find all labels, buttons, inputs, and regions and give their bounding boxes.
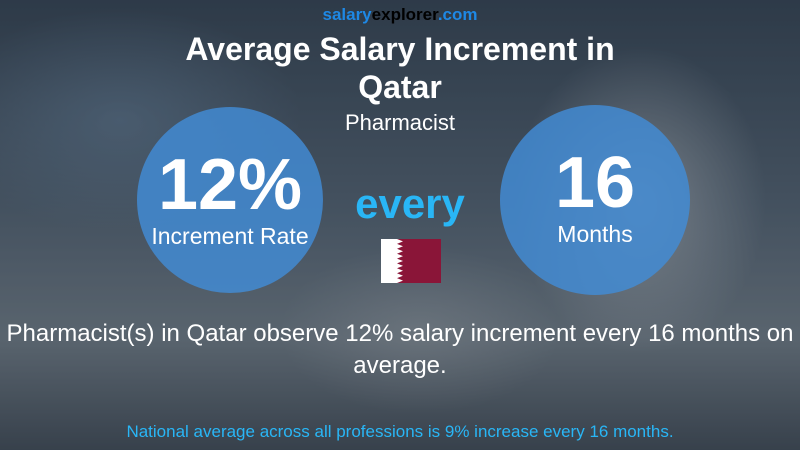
- rate-label: Increment Rate: [151, 223, 309, 249]
- brand: salaryexplorer.com: [0, 5, 800, 25]
- description: Pharmacist(s) in Qatar observe 12% salar…: [6, 320, 794, 379]
- period-label: Months: [557, 221, 633, 247]
- period-value: 16: [554, 143, 636, 223]
- title: Average Salary Increment in Qatar: [185, 31, 615, 105]
- brand-part: salary: [322, 5, 372, 24]
- flag-hoist: [381, 239, 403, 283]
- period-circle: 16 Months: [500, 105, 690, 295]
- rate-circle: 12% Increment Rate: [137, 107, 323, 293]
- brand-part: .com: [437, 5, 478, 24]
- connector: every: [355, 180, 465, 227]
- footer: National average across all professions …: [126, 422, 674, 441]
- brand-part: explorer: [371, 5, 438, 24]
- subtitle: Pharmacist: [344, 110, 456, 135]
- rate-value: 12%: [157, 145, 303, 225]
- flag: [381, 239, 441, 283]
